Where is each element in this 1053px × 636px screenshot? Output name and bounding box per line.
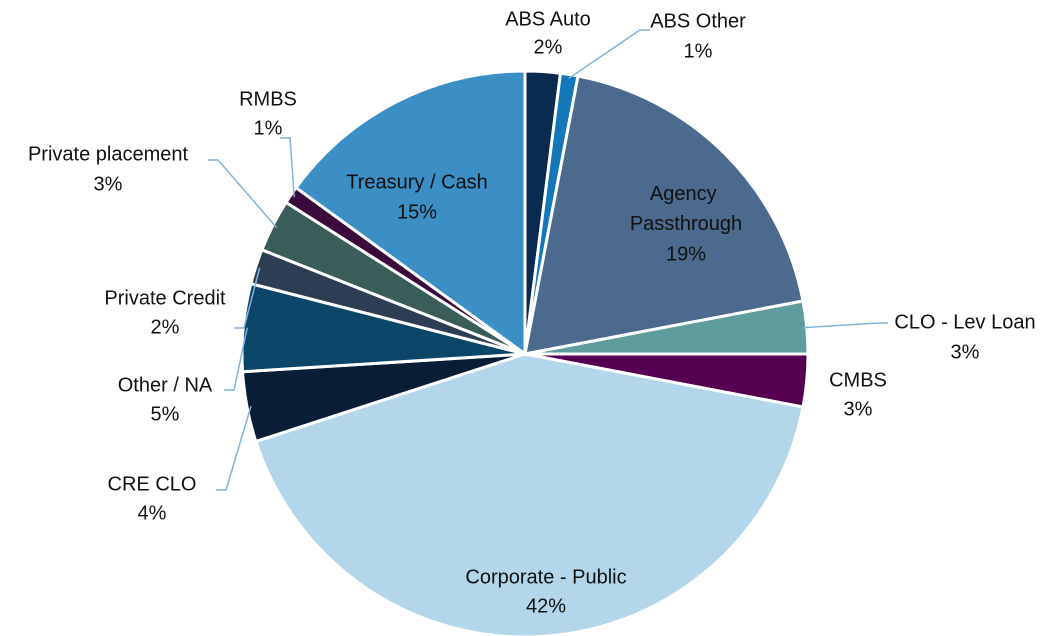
- slice-label: Other / NA: [118, 374, 213, 396]
- leader-line: [234, 267, 261, 329]
- slice-value: 5%: [151, 403, 180, 425]
- slice-label: CMBS: [829, 369, 887, 391]
- label-line: Agency: [650, 183, 722, 205]
- slice-label: Treasury / Cash: [346, 171, 488, 193]
- slice-label: Private placement: [28, 143, 189, 165]
- slice-value: 19%: [666, 243, 706, 265]
- slice-label: CRE CLO: [108, 473, 197, 495]
- slice-value: 15%: [397, 201, 437, 223]
- slice-value: 3%: [951, 341, 980, 363]
- slice-value: 3%: [94, 173, 123, 195]
- slice-label: Private Credit: [104, 287, 226, 309]
- slice-value: 2%: [534, 36, 563, 58]
- slice-value: 1%: [254, 117, 283, 139]
- leader-line: [216, 406, 252, 491]
- leader-line: [208, 159, 277, 228]
- leader-line: [802, 322, 888, 329]
- pie-slice: [293, 69, 527, 357]
- slice-label: RMBS: [239, 88, 297, 110]
- slice-label: ABS Other: [650, 10, 746, 32]
- pie-slice: [523, 74, 805, 356]
- slice-value: 1%: [684, 40, 713, 62]
- slice-label: CLO - Lev Loan: [894, 311, 1035, 333]
- slice-value: 42%: [526, 595, 566, 617]
- pie-slice: [253, 352, 805, 636]
- slice-label: Corporate - Public: [465, 566, 626, 588]
- leader-line: [568, 29, 650, 80]
- slice-label: ABS Auto: [505, 8, 591, 30]
- label-line: Passthrough: [630, 213, 742, 235]
- leader-line: [280, 137, 295, 198]
- leader-line: [224, 327, 248, 391]
- slice-value: 3%: [844, 398, 873, 420]
- slice-label: Agency Passthrough: [630, 183, 742, 235]
- slice-value: 4%: [138, 502, 167, 524]
- slice-value: 2%: [151, 316, 180, 338]
